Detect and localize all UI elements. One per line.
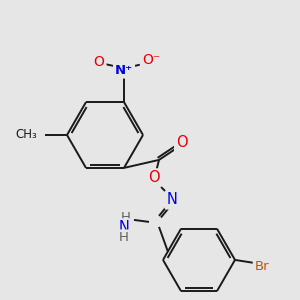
Text: O: O <box>148 170 160 185</box>
Text: N⁺: N⁺ <box>115 64 133 76</box>
Text: H: H <box>119 231 129 244</box>
Text: O: O <box>94 55 104 69</box>
Text: O: O <box>176 135 188 150</box>
Text: CH₃: CH₃ <box>15 128 37 142</box>
Text: H: H <box>121 212 131 224</box>
Text: O⁻: O⁻ <box>142 53 160 67</box>
Text: Br: Br <box>255 260 269 273</box>
Text: N: N <box>118 220 129 236</box>
Text: N: N <box>167 192 177 207</box>
